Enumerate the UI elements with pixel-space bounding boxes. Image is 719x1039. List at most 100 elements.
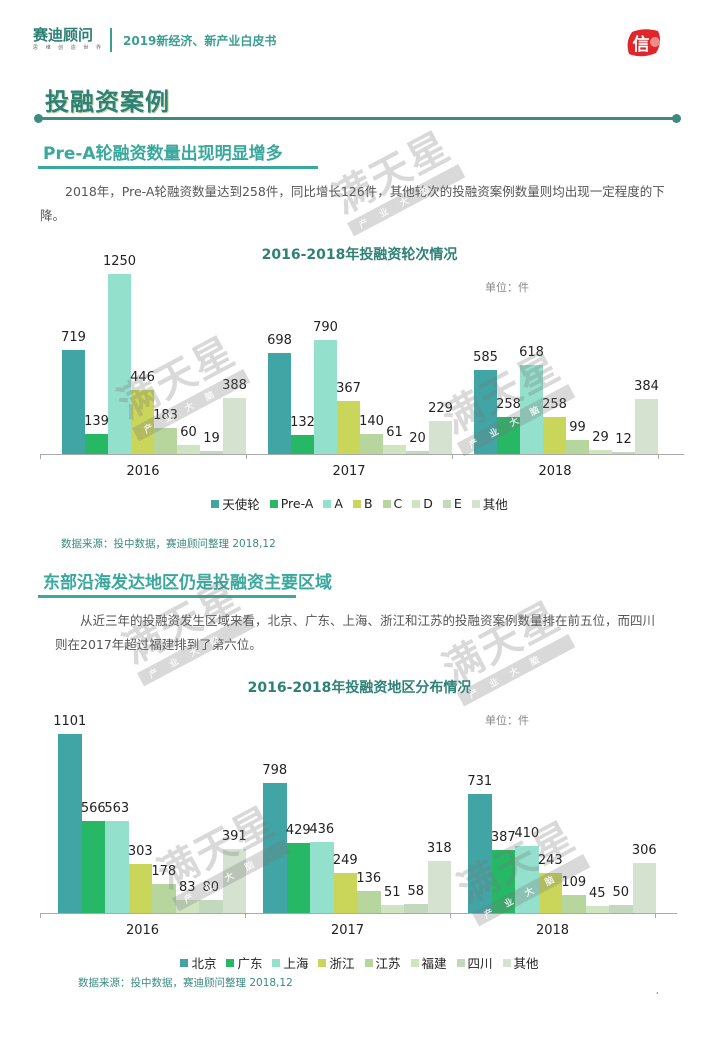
x-axis-tick [245,913,246,918]
bar-value-label: 61 [386,425,403,441]
legend-label: 其他 [513,956,539,971]
bar-value-label: 387 [490,830,516,846]
bar [58,734,82,913]
bar [538,873,562,913]
bar [62,350,85,454]
legend-item: 四川 [456,953,493,972]
section1-paragraph: 2018年，Pre-A轮融资数量达到258件，同比增长126件，其他轮次的投融资… [40,184,665,223]
ccid-logo: 赛迪顾问 思 维 创 造 世 界 [33,27,104,51]
bar [612,452,635,454]
bar [515,846,539,913]
legend-label: D [423,496,433,511]
x-axis-tick [450,913,451,918]
legend-item: C [382,494,403,513]
bar-value-label: 731 [467,774,493,790]
x-axis-label: 2018 [535,923,570,938]
x-axis-tick [658,454,659,459]
bar [585,905,609,913]
bar-value-label: 303 [127,843,153,859]
bar [404,903,428,913]
bar [406,451,429,454]
bar-value-label: 1250 [102,254,137,269]
bar-value-label: 306 [631,843,657,859]
legend-swatch [272,958,281,967]
bar [337,401,360,454]
bar [81,820,105,913]
legend-swatch [226,958,235,967]
legend-item: D [412,494,433,513]
bar [85,433,108,454]
chart1-rounds: 719 139 1250 446 183 60 19 388 2016 698 132 790 367 1… [40,240,684,515]
logo-text: 赛迪顾问 [33,26,94,44]
page-title: 投融资案例 [45,88,170,116]
bar [497,416,520,454]
rule-dot-left [34,114,43,123]
x-axis-tick [246,454,247,459]
bar [105,821,129,913]
section2-paragraph: 从近三年的投融资发生区域来看，北京、广东、上海、浙江和江苏的投融资案例数量排在前… [55,613,656,652]
bar-value-label: 109 [561,875,587,891]
legend-swatch [412,499,421,508]
legend-swatch [502,958,511,967]
bar-value-label: 258 [542,396,567,412]
bar [609,904,633,913]
bar [589,449,612,454]
bar-value-label: 258 [496,396,521,412]
bar-value-label: 585 [473,349,498,365]
legend-label: A [334,496,343,511]
bar-value-label: 367 [336,381,361,397]
section1-underline [38,166,318,169]
header-divider [110,28,112,52]
legend-swatch [323,499,332,508]
bar-value-label: 1101 [53,714,87,729]
legend-swatch [211,499,220,508]
section2-title: 东部沿海发达地区仍是投融资主要区域 [43,573,332,593]
bar-value-label: 436 [309,822,335,838]
bar-value-label: 12 [615,432,632,447]
legend-label: C [393,496,403,511]
bar [152,884,176,913]
bar-value-label: 391 [221,829,247,845]
legend-label: Pre-A [280,496,314,511]
bar-value-label: 229 [428,401,453,417]
legend-item: E [442,494,462,513]
bar [314,340,337,454]
x-axis-tick [40,454,41,459]
bar-value-label: 50 [612,884,630,900]
bar-value-label: 243 [537,853,563,869]
legend-label: 北京 [191,956,217,971]
legend-swatch [471,499,480,508]
legend-item: B [352,494,373,513]
bar-value-label: 563 [104,801,130,817]
x-axis-tick [655,913,656,918]
x-axis-label: 2017 [330,923,365,938]
bar [310,842,334,913]
bar-value-label: 249 [332,852,358,868]
legend-label: 天使轮 [222,497,260,512]
bar-value-label: 798 [262,763,288,779]
bar-value-label: 429 [285,823,311,839]
bar [263,783,287,913]
bar [291,434,314,454]
bar [154,427,177,454]
legend-label: 广东 [237,956,263,971]
legend-swatch [382,499,391,508]
legend-item: 天使轮 [211,494,260,513]
rule-dot-right [672,114,681,123]
legend-item: 其他 [502,953,539,972]
legend-label: 浙江 [329,956,355,971]
chart1-unit: 单位：件 [485,281,529,294]
bar [200,451,223,454]
bar [131,389,154,454]
legend-swatch [364,958,373,967]
legend-item: 北京 [180,953,216,972]
bar [383,445,406,454]
bar-value-label: 410 [514,826,540,842]
legend-item: A [323,494,343,513]
bar-value-label: 384 [634,378,659,394]
legend-swatch [180,958,189,967]
bar [175,899,199,913]
bar [635,398,658,454]
logo-slogan: 思 维 创 造 世 界 [33,45,104,51]
legend-label: 其他 [482,497,508,512]
